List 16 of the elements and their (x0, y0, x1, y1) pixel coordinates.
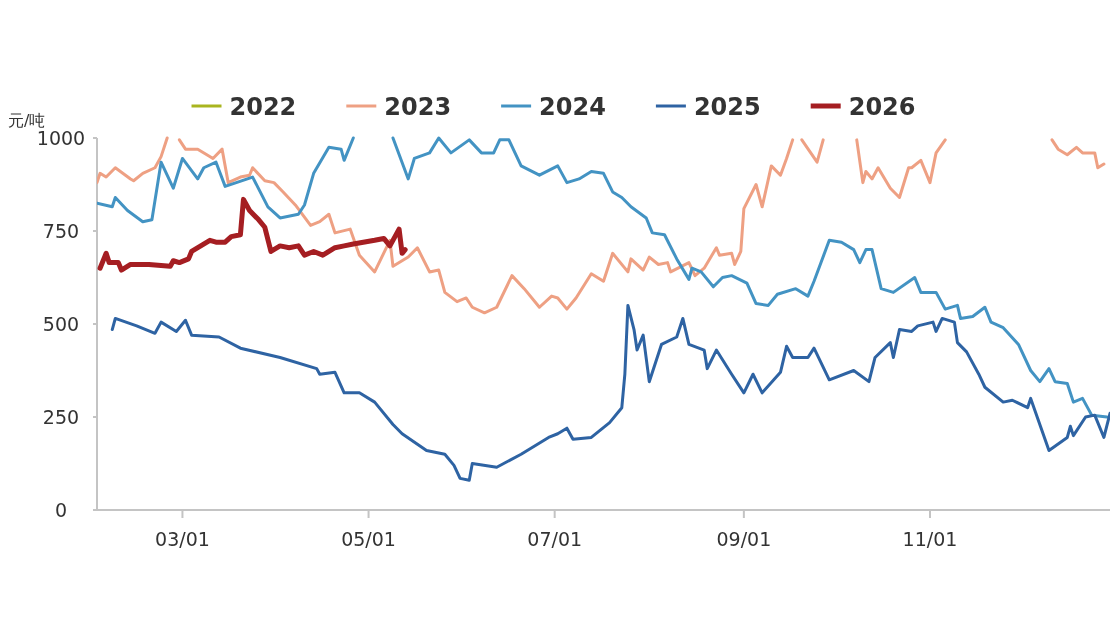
y-tick-label: 0 (54, 499, 68, 521)
x-tick-label: 03/01 (155, 528, 210, 550)
x-tick-label: 09/01 (716, 528, 772, 550)
legend-label: 2026 (848, 93, 916, 121)
x-tick-label: 07/01 (527, 528, 583, 550)
y-tick-label: 750 (42, 220, 80, 242)
y-tick-label: 250 (42, 406, 80, 428)
y-axis-title: 元/吨 (8, 111, 46, 130)
legend-label: 2022 (229, 93, 297, 121)
x-tick-label: 05/01 (341, 528, 396, 550)
legend-label: 2025 (693, 93, 761, 121)
y-tick-label: 500 (42, 313, 80, 335)
x-tick-label: 11/01 (902, 528, 958, 550)
y-tick-label: 1000 (36, 127, 86, 149)
legend-label: 2023 (384, 93, 452, 121)
legend-label: 2024 (539, 93, 606, 121)
